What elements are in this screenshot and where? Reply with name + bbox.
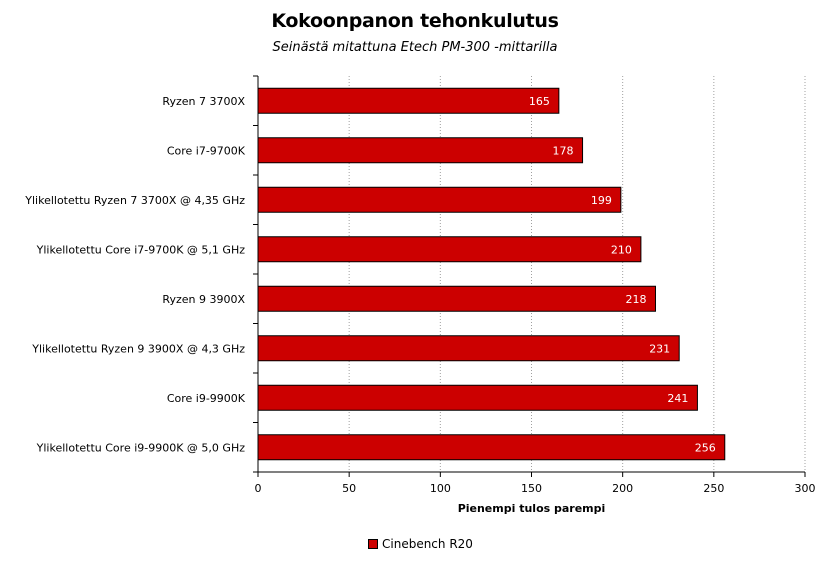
x-tick-label: 250 — [703, 482, 724, 495]
x-tick-label: 150 — [521, 482, 542, 495]
bar — [257, 87, 560, 114]
bar — [257, 186, 622, 213]
data-label: 165 — [529, 95, 550, 108]
data-label: 256 — [695, 441, 716, 454]
data-label: 199 — [591, 194, 612, 207]
x-tick-label: 200 — [612, 482, 633, 495]
x-tick-label: 0 — [255, 482, 262, 495]
data-label: 231 — [649, 342, 670, 355]
category-label: Core i7-9700K — [167, 144, 246, 157]
category-label: Ryzen 7 3700X — [162, 95, 245, 108]
legend-label: Cinebench R20 — [382, 537, 473, 551]
x-axis-title: Pienempi tulos parempi — [458, 502, 606, 515]
category-label: Core i9-9900K — [167, 392, 246, 405]
category-label: Ylikellotettu Ryzen 9 3900X @ 4,3 GHz — [31, 342, 245, 355]
bar — [257, 335, 680, 362]
legend: Cinebench R20 — [368, 537, 473, 551]
x-tick-label: 300 — [795, 482, 816, 495]
category-label: Ylikellotettu Core i7-9700K @ 5,1 GHz — [36, 243, 246, 256]
x-tick-label: 50 — [342, 482, 356, 495]
legend-swatch — [368, 539, 378, 549]
category-label: Ryzen 9 3900X — [162, 293, 245, 306]
data-label: 178 — [553, 144, 574, 157]
chart-title: Kokoonpanon tehonkulutus — [271, 10, 559, 32]
data-label: 241 — [667, 392, 688, 405]
category-label: Ylikellotettu Ryzen 7 3700X @ 4,35 GHz — [24, 194, 245, 207]
bar — [257, 384, 698, 411]
bar — [257, 137, 584, 164]
data-label: 218 — [625, 293, 646, 306]
bar — [257, 434, 726, 461]
x-tick-label: 100 — [430, 482, 451, 495]
data-label: 210 — [611, 243, 632, 256]
chart-subtitle: Seinästä mitattuna Etech PM-300 -mittari… — [272, 40, 558, 55]
bar — [257, 285, 656, 312]
category-label: Ylikellotettu Core i9-9900K @ 5,0 GHz — [36, 441, 246, 454]
bar — [257, 236, 642, 263]
